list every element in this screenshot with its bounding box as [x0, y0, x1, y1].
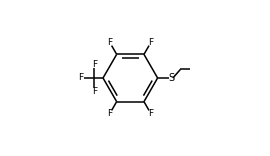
Text: F: F [92, 87, 97, 96]
Text: F: F [107, 38, 112, 47]
Text: F: F [148, 109, 153, 118]
Text: F: F [92, 60, 97, 69]
Text: F: F [78, 73, 83, 83]
Text: F: F [107, 109, 112, 118]
Text: F: F [148, 38, 153, 47]
Text: S: S [168, 73, 174, 83]
